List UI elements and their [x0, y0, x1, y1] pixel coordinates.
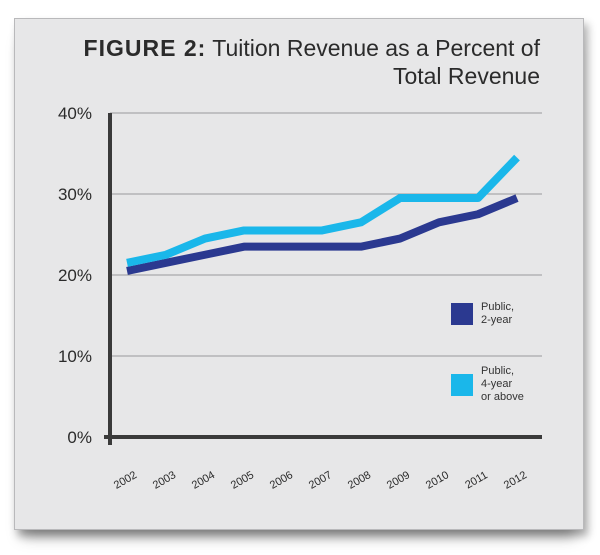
legend-label: Public, — [481, 301, 514, 313]
y-tick-label: 40% — [58, 104, 92, 123]
legend-label: Public, — [481, 365, 514, 377]
x-tick-label: 2008 — [346, 469, 373, 492]
legend-swatch — [451, 374, 473, 396]
series-lines — [126, 154, 520, 275]
x-tick-label: 2006 — [268, 469, 295, 492]
chart-title-line1: Tuition Revenue as a Percent of — [212, 35, 540, 61]
series-line-1 — [126, 194, 519, 275]
x-tick-labels: 2002 2003 2004 2005 2006 2007 2008 2009 2010 2011… — [112, 469, 529, 492]
x-tick-label: 2012 — [502, 469, 529, 492]
axes — [104, 113, 542, 445]
legend-label: 2-year — [481, 314, 513, 326]
legend-swatch — [451, 303, 473, 325]
x-tick-label: 2010 — [424, 469, 451, 492]
y-tick-label: 10% — [58, 347, 92, 366]
legend-label: 4-year — [481, 378, 513, 390]
x-tick-label: 2002 — [112, 469, 139, 492]
x-tick-label: 2003 — [151, 469, 178, 492]
chart-title-prefix: FIGURE 2: — [83, 35, 207, 61]
x-tick-label: 2011 — [463, 469, 489, 491]
series-line-2 — [126, 154, 520, 267]
x-tick-label: 2007 — [307, 469, 334, 492]
y-tick-label: 0% — [67, 428, 92, 447]
chart-title: FIGURE 2: Tuition Revenue as a Percent o… — [40, 34, 540, 90]
gridlines — [110, 112, 542, 357]
x-tick-label: 2009 — [385, 469, 412, 492]
x-tick-label: 2005 — [229, 469, 256, 492]
y-tick-label: 30% — [58, 185, 92, 204]
y-tick-label: 20% — [58, 266, 92, 285]
x-tick-label: 2004 — [190, 469, 217, 492]
legend-label: or above — [481, 391, 524, 403]
y-tick-labels: 0% 10% 20% 30% 40% — [58, 104, 92, 447]
chart-title-line2: Total Revenue — [392, 63, 540, 89]
